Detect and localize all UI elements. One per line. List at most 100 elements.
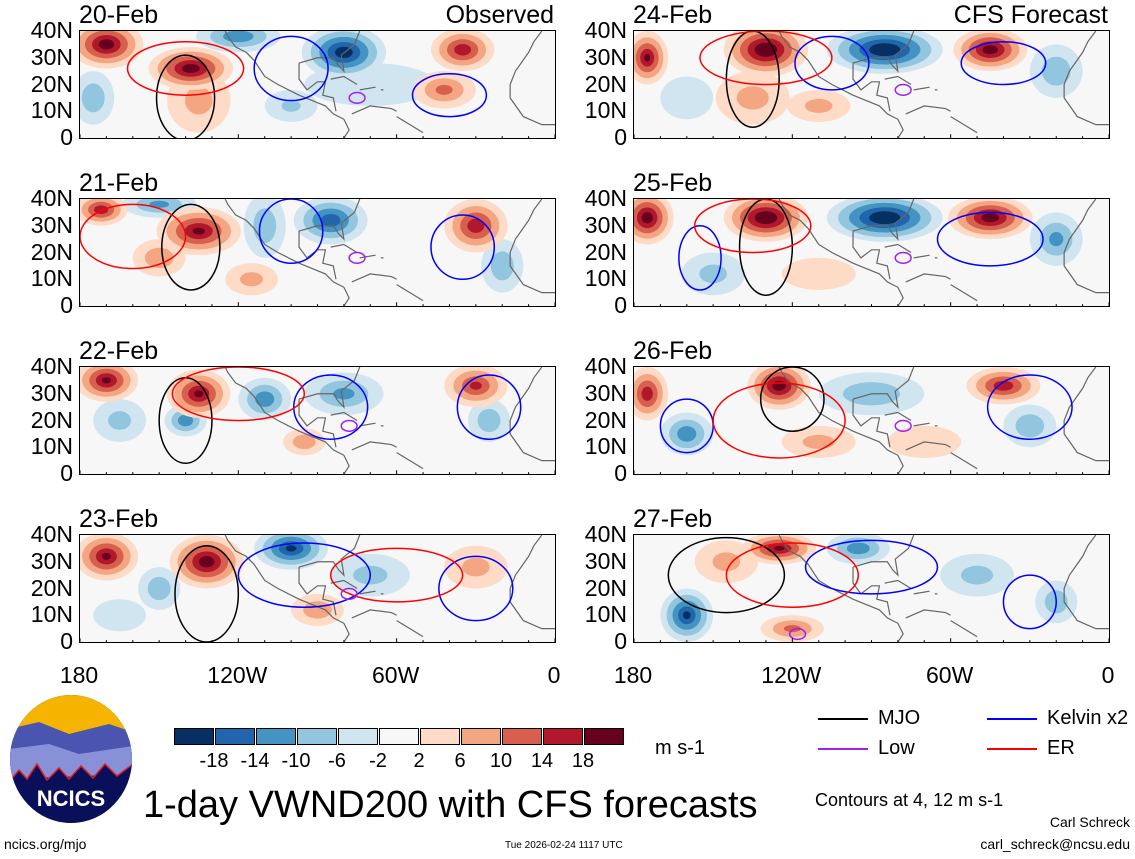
black-contour: [761, 367, 824, 431]
y-tick-label: 10N: [584, 433, 627, 460]
y-tick-label: 30N: [30, 211, 73, 238]
coastline: [299, 31, 360, 71]
anomaly-fill: [240, 272, 264, 287]
blue-contour: [1003, 575, 1056, 629]
coastline: [853, 367, 914, 407]
purple-contour: [895, 253, 911, 264]
map-panel-24-Feb: [633, 30, 1110, 139]
anomaly-fill: [469, 381, 482, 390]
blue-contour: [238, 543, 370, 607]
purple-contour: [895, 421, 911, 432]
anomaly-fill: [320, 213, 341, 227]
colorbar-label: 10: [489, 750, 513, 772]
coastline: [1064, 535, 1109, 629]
coastline: [360, 423, 376, 426]
x-tick-label: 120W: [761, 662, 822, 688]
anomaly-fill: [677, 426, 697, 442]
coastline: [885, 580, 911, 588]
anomaly-fill: [660, 76, 714, 120]
x-tick-label: 60W: [926, 662, 974, 688]
blue-contour: [961, 42, 1045, 85]
coastline: [906, 442, 951, 450]
y-tick-label: 20N: [30, 70, 73, 97]
anomaly-fill: [981, 213, 1000, 223]
y-tick-label: 0: [614, 292, 627, 318]
y-tick-label: 40N: [584, 521, 627, 547]
colorbar-swatch: [420, 728, 460, 745]
panel-column-title: Observed: [445, 1, 554, 29]
x-tick-label: 180: [59, 662, 99, 688]
map-panel-25-Feb: [633, 198, 1110, 307]
y-tick-label: 0: [614, 628, 627, 654]
anomaly-fill: [147, 576, 171, 601]
map-panel-27-Feb: [633, 534, 1110, 643]
anomaly-fill: [101, 377, 111, 384]
colorbar-swatch: [297, 728, 337, 745]
y-tick-label: 30N: [30, 379, 73, 406]
y-tick-label: 30N: [30, 547, 73, 574]
map-panel-23-Feb: [79, 534, 556, 643]
coastline: [914, 423, 930, 426]
anomaly-fill: [194, 390, 204, 398]
black-contour: [175, 546, 238, 642]
coastline: [299, 567, 336, 615]
anomaly-fill: [641, 212, 653, 224]
colorbar-label: 2: [413, 750, 425, 772]
y-tick-label: 10N: [30, 433, 73, 460]
y-tick-label: 20N: [30, 238, 73, 265]
legend-label: MJO: [878, 707, 921, 729]
y-tick-label: 20N: [584, 406, 627, 433]
map-plot: [634, 535, 1109, 642]
coastline: [510, 367, 555, 461]
y-tick-label: 0: [60, 460, 73, 486]
units-label: m s-1: [655, 737, 705, 759]
coastline: [885, 244, 911, 252]
coastline: [331, 76, 357, 84]
anomaly-fill: [281, 100, 301, 112]
anomaly-fill: [869, 211, 901, 225]
coastline: [1064, 31, 1109, 125]
anomaly-fill: [333, 388, 355, 400]
colorbar-label: -2: [369, 750, 387, 772]
anomaly-fill: [641, 386, 653, 401]
y-tick-label: 40N: [30, 353, 73, 379]
map-plot: [80, 31, 555, 138]
colorbar-label: -18: [199, 750, 229, 772]
coastline: [299, 231, 336, 279]
anomaly-fill: [736, 86, 769, 110]
x-tick-label: 0: [1101, 662, 1115, 688]
blue-contour: [988, 375, 1072, 439]
black-contour: [162, 204, 220, 290]
main-title: 1-day VWND200 with CFS forecasts: [143, 784, 758, 826]
coastline: [331, 412, 357, 420]
coastline: [352, 442, 397, 450]
coastline: [299, 199, 360, 239]
purple-contour: [341, 589, 357, 600]
x-tick-label: 120W: [207, 662, 268, 688]
blue-contour: [457, 375, 520, 439]
legend-line-er: [987, 748, 1037, 750]
panel-date: 23-Feb: [79, 505, 159, 533]
y-tick-label: 20N: [584, 574, 627, 601]
coastline: [397, 621, 423, 637]
colorbar-label: -6: [328, 750, 346, 772]
legend-label: Kelvin x2: [1047, 707, 1129, 729]
coastline: [225, 199, 349, 306]
blue-contour: [413, 74, 487, 117]
coastline: [914, 255, 930, 258]
map-plot: [80, 535, 555, 642]
anomaly-fill: [467, 218, 485, 233]
legend-label: Low: [878, 737, 915, 759]
panel-date: 27-Feb: [633, 505, 713, 533]
coastline: [299, 367, 360, 407]
coastline: [853, 231, 890, 279]
footer-author: Carl Schreck: [1049, 814, 1130, 830]
footer-url[interactable]: ncics.org/mjo: [4, 836, 87, 852]
footer-email[interactable]: carl_schreck@ncsu.edu: [980, 836, 1130, 852]
blue-contour: [259, 199, 322, 263]
black-contour: [740, 199, 793, 295]
x-tick-label: 60W: [372, 662, 420, 688]
colorbar-label: -10: [281, 750, 311, 772]
anomaly-fill: [982, 45, 999, 55]
